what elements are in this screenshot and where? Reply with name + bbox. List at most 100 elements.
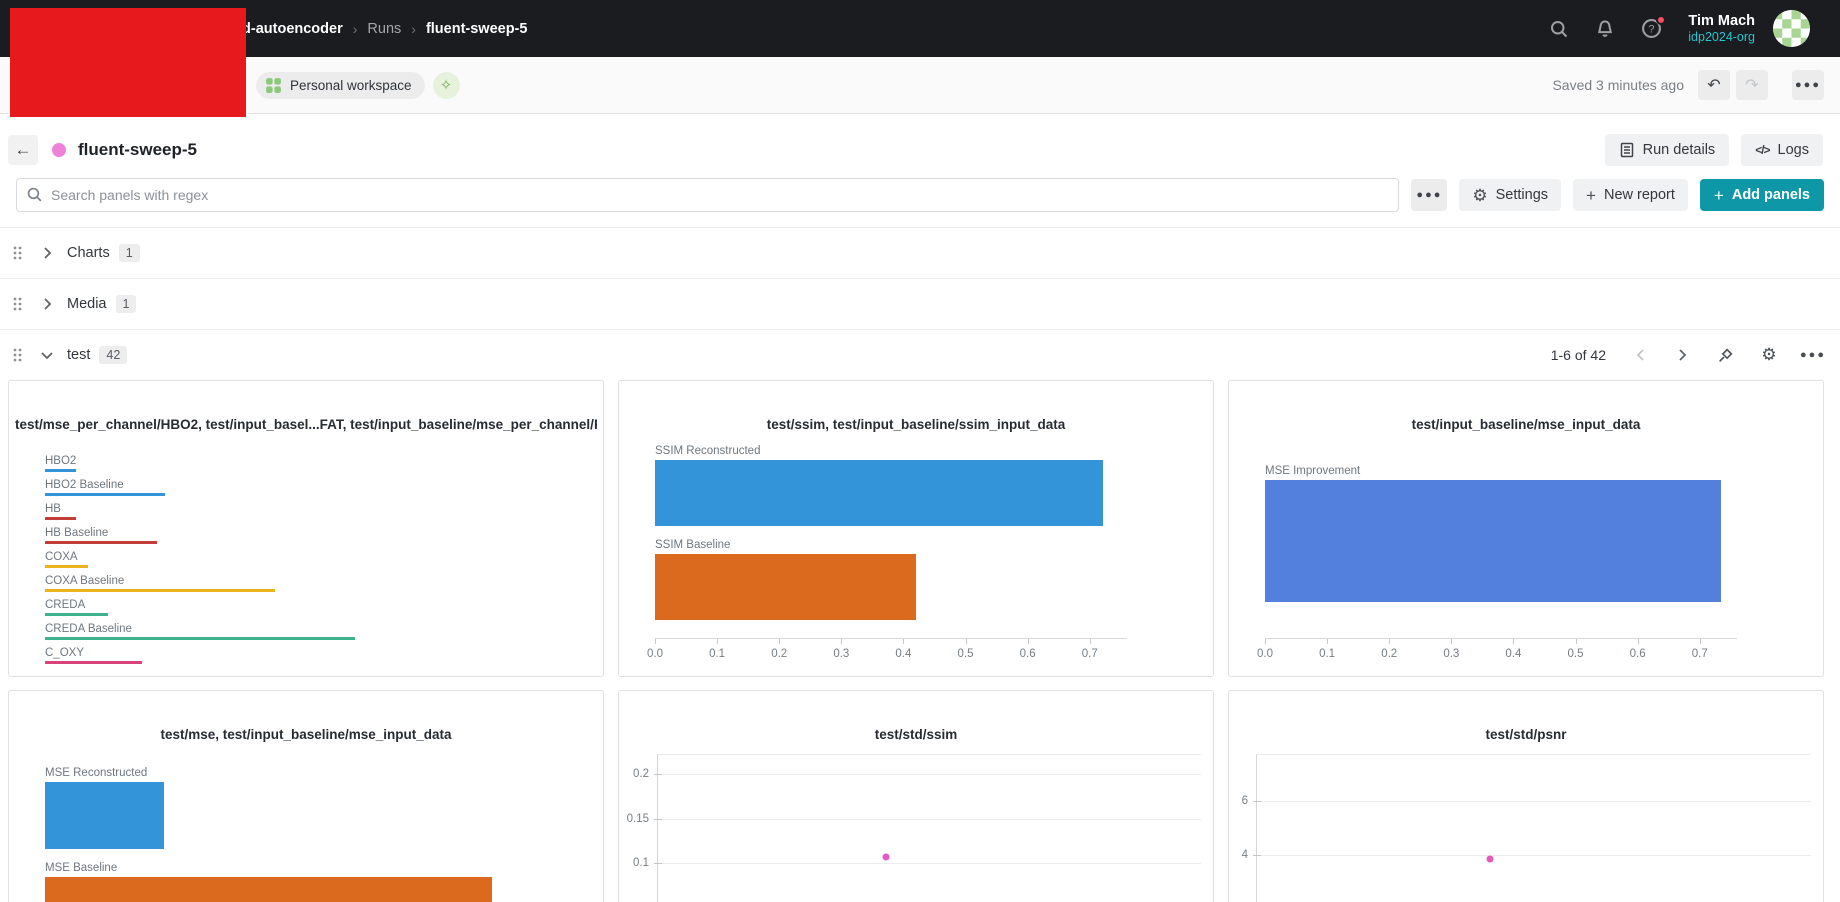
help-icon[interactable]: ? [1640,14,1667,40]
notification-dot [1656,14,1667,25]
gridline [1257,854,1811,856]
panel-std-ssim[interactable]: test/std/ssim 0.1 0.15 0.2 [618,690,1214,902]
logs-label: Logs [1777,142,1809,158]
panel-title: test/std/ssim [874,727,958,742]
series-bar [655,554,917,620]
prev-page-icon[interactable] [1632,347,1648,363]
section-controls: 1-6 of 42 ⚙ ●●● [1551,345,1826,364]
x-tick-label: 0.4 [1505,648,1522,660]
add-panels-button[interactable]: + Add panels [1699,179,1824,211]
series-bar [45,661,143,664]
series-label: MSE Baseline [45,862,118,874]
chevron-right-icon[interactable] [40,246,54,260]
user-block[interactable]: Tim Mach idp2024-org [1688,12,1755,46]
pin-icon[interactable] [1716,346,1734,364]
panel-sections: Charts 1 Media 1 test 42 1-6 of 42 [0,227,1840,380]
run-details-button[interactable]: Run details [1604,134,1730,166]
chart-area: 0.1 0.15 0.2 [619,691,1213,902]
breadcrumb-runs[interactable]: Runs [367,20,402,37]
breadcrumb-separator-icon: › [352,20,358,37]
avatar[interactable] [1773,10,1810,47]
x-tick-label: 0.7 [1081,648,1098,660]
panel-title: test/input_baseline/mse_input_data [1411,417,1641,432]
x-tick-label: 0.6 [1019,648,1036,660]
redo-button[interactable]: ↷ [1736,70,1768,100]
panel-mse-per-channel[interactable]: test/mse_per_channel/HBO2, test/input_ba… [8,380,604,677]
search-icon[interactable] [1548,18,1570,40]
logs-button[interactable]: </> Logs [1741,134,1823,166]
drag-handle-icon[interactable] [10,347,24,363]
panel-ssim[interactable]: test/ssim, test/input_baseline/ssim_inpu… [618,380,1214,677]
series-bar [1265,480,1722,602]
undo-icon: ↶ [1707,77,1721,94]
chart-area: MSE Improvement 0.0 0.1 0.2 0.3 0.4 0.5 0.6 0.7 [1229,381,1823,676]
workspace-selector[interactable]: Personal workspace [256,71,425,99]
y-tick-mark [1253,854,1261,856]
add-panels-label: Add panels [1731,187,1810,203]
x-tick-label: 0.6 [1629,648,1646,660]
back-button[interactable]: ← [8,135,38,165]
section-count-badge: 42 [99,346,128,364]
page-title: fluent-sweep-5 [78,140,198,159]
workspace-more-button[interactable]: ●●● [1792,70,1824,100]
section-label-media[interactable]: Media [67,296,107,312]
next-page-icon[interactable] [1674,347,1690,363]
panel-title: test/mse_per_channel/HBO2, test/input_ba… [15,417,597,432]
chevron-right-icon[interactable] [40,297,54,311]
notifications-bell-icon[interactable] [1594,18,1616,40]
section-row-media[interactable]: Media 1 [0,278,1840,329]
x-tick-mark [1637,639,1639,644]
undo-button[interactable]: ↶ [1698,70,1730,100]
new-report-button[interactable]: + New report [1573,179,1688,211]
search-input[interactable] [16,178,1400,212]
x-tick-mark [965,639,967,644]
more-icon: ●●● [1416,189,1443,201]
x-tick-mark [903,639,905,644]
bar-plot: MSE Improvement [1265,465,1737,615]
y-tick-label: 0.2 [633,768,649,781]
run-state-dot [52,143,66,157]
gridline [1257,800,1811,802]
drag-handle-icon[interactable] [10,245,24,261]
series-bar [45,469,77,472]
y-tick-label: 0.15 [626,812,649,825]
section-label-test[interactable]: test [67,347,91,363]
x-tick-mark [655,639,656,644]
x-tick-mark [1327,639,1329,644]
series-bar [45,877,492,902]
breadcrumb: id-autoencoder › Runs › fluent-sweep-5 [238,0,527,57]
plus-icon: + [1586,185,1596,205]
x-tick-mark [1389,639,1391,644]
series-bar [45,493,165,496]
section-row-charts[interactable]: Charts 1 [0,227,1840,278]
workspace-label: Personal workspace [290,77,412,93]
sparkle-icon[interactable]: ✧ [432,71,460,99]
x-tick-label: 0.5 [957,648,974,660]
series-label: HB [45,503,61,515]
gridline [658,818,1201,820]
x-tick-label: 0.5 [1567,648,1584,660]
breadcrumb-project[interactable]: id-autoencoder [238,20,343,37]
x-axis: 0.0 0.1 0.2 0.3 0.4 0.5 0.6 0.7 [647,638,1127,660]
series-bar [45,613,108,616]
series-bar [45,637,356,640]
chevron-down-icon[interactable] [40,351,54,360]
breadcrumb-run-name[interactable]: fluent-sweep-5 [425,20,528,37]
settings-button[interactable]: ⚙ Settings [1459,179,1562,211]
panels-grid: test/mse_per_channel/HBO2, test/input_ba… [8,380,1824,902]
section-label-charts[interactable]: Charts [67,245,110,261]
section-row-test[interactable]: test 42 1-6 of 42 ⚙ ●●● [0,329,1840,380]
list-icon [1620,142,1633,158]
series-label: MSE Improvement [1265,465,1361,477]
org-name[interactable]: idp2024-org [1688,29,1755,44]
series-label: SSIM Baseline [655,539,731,551]
panel-mse-input-data[interactable]: test/input_baseline/mse_input_data MSE I… [1228,380,1824,677]
gear-icon[interactable]: ⚙ [1761,345,1777,364]
panel-toolbar: ●●● ⚙ Settings + New report + Add panels [0,178,1840,212]
toolbar-more-button[interactable]: ●●● [1411,179,1448,211]
panel-mse[interactable]: test/mse, test/input_baseline/mse_input_… [8,690,604,902]
section-more-icon[interactable]: ●●● [1800,349,1826,361]
drag-handle-icon[interactable] [10,296,24,312]
x-tick-label: 0.1 [1319,648,1336,660]
